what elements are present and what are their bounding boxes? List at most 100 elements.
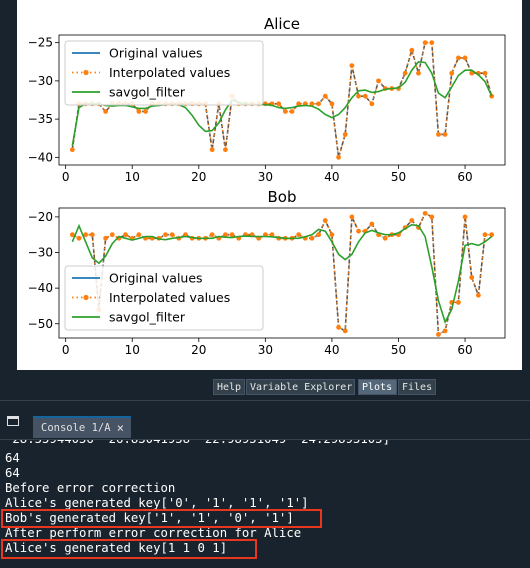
console-line: 64 [5,466,20,480]
data-point-interpolated [475,292,481,298]
data-point-interpolated [309,101,315,107]
data-point-interpolated [482,232,488,238]
data-point-interpolated [229,232,235,238]
x-tick-label: 10 [125,170,140,184]
y-tick-label: −30 [28,74,53,88]
console-line: 64 [5,451,20,465]
data-point-interpolated [89,232,95,238]
data-point-interpolated [163,232,168,238]
data-point-interpolated [136,109,142,114]
pane-tab-bar: Help Variable Explorer Plots Files [0,377,530,397]
data-point-interpolated [83,232,89,238]
data-point-interpolated [103,235,108,241]
chart-alice: Alice 0 10 20 30 40 50 60 −25 −30 −35 −40 Original v… [28,15,506,184]
data-point-interpolated [442,328,448,334]
console-line: -28.55944056 -26.83041958 -22.98951049 -… [5,439,390,446]
console-line: Alice's generated key['0', '1', '1', '1'… [5,496,309,510]
console-output[interactable]: -28.55944056 -26.83041958 -22.98951049 -… [0,439,530,568]
y-tick-label: −20 [28,210,53,224]
legend-label: Interpolated values [109,65,230,80]
data-point-interpolated [109,232,115,238]
data-point-interpolated [349,63,355,68]
data-point-interpolated [429,214,435,220]
data-point-interpolated [136,232,142,238]
legend-label: savgol_filter [109,310,186,325]
chart-title: Alice [264,15,300,33]
data-point-interpolated [442,132,448,137]
data-point-interpolated [322,218,328,223]
data-point-interpolated [276,101,282,107]
data-point-interpolated [376,78,381,84]
console-tab[interactable]: Console 1/A × [33,416,131,438]
tab-files[interactable]: Files [398,379,436,395]
data-point-interpolated [449,70,455,76]
console-line: After perform error correction for Alice [5,526,302,540]
data-point-interpolated [296,232,302,238]
x-tick-label: 20 [191,343,206,357]
highlight-box-alice-key [1,539,257,559]
data-point-interpolated [422,40,428,46]
legend-label: Interpolated values [109,290,230,305]
data-point-interpolated [356,228,361,234]
close-icon[interactable]: × [116,421,124,435]
data-point-interpolated [489,232,495,238]
console-line: Before error correction [5,481,176,495]
data-point-interpolated [342,328,348,334]
data-point-interpolated [482,70,488,76]
plots-pane: Alice 0 10 20 30 40 50 60 −25 −30 −35 −40 Original v… [17,0,522,370]
tab-plots[interactable]: Plots [358,379,397,395]
data-point-interpolated [282,109,288,114]
data-point-interpolated [342,132,348,137]
data-point-interpolated [402,70,408,76]
y-tick-label: −25 [28,36,53,50]
data-point-interpolated [209,147,215,153]
x-tick-label: 10 [125,343,140,357]
console-line-bob-key: Bob's generated key['1', '1', '0', '1'] [5,511,294,525]
highlight-box-bob-key [1,509,322,528]
data-point-interpolated [76,235,82,241]
data-point-interpolated [123,232,128,238]
data-point-interpolated [209,232,215,238]
legend-label: savgol_filter [109,85,186,100]
series-line-savgol [71,60,493,147]
window-options-icon[interactable] [7,416,19,426]
x-tick-label: 50 [391,170,406,184]
data-point-interpolated [469,275,475,280]
console-pane: Console 1/A × -28.55944056 -26.83041958 … [0,400,530,568]
y-tick-label: −40 [28,281,53,295]
figure-svg: Alice 0 10 20 30 40 50 60 −25 −30 −35 −40 Original v… [28,15,506,357]
data-point-interpolated [462,214,468,220]
legend-marker [83,294,89,301]
series-line-interpolated [71,41,493,158]
tab-help[interactable]: Help [213,379,245,395]
y-tick-label: −40 [28,150,53,164]
data-point-interpolated [143,109,148,114]
data-point-interpolated [422,210,428,216]
data-point-interpolated [369,221,375,227]
console-header: Console 1/A × [0,401,530,439]
x-tick-label: 40 [324,343,339,357]
y-tick-label: −50 [28,317,53,331]
data-point-interpolated [382,235,388,241]
console-tab-label: Console 1/A [41,422,111,434]
data-point-interpolated [336,324,341,330]
data-point-interpolated [329,101,335,107]
series-line-savgol [71,223,493,325]
data-point-interpolated [469,70,475,76]
data-point-interpolated [309,235,315,241]
data-point-interpolated [103,109,108,114]
chart-title: Bob [268,188,297,206]
data-point-interpolated [269,232,275,238]
legend-marker [83,69,89,76]
data-point-interpolated [336,154,341,160]
data-point-interpolated [69,232,75,238]
legend-label: Original values [109,46,203,61]
data-point-interpolated [223,147,228,153]
data-point-interpolated [436,332,441,337]
tab-variable-explorer[interactable]: Variable Explorer [246,379,355,395]
x-tick-label: 50 [391,343,406,357]
plot-canvas: Alice 0 10 20 30 40 50 60 −25 −30 −35 −40 Original v… [17,0,522,370]
data-point-interpolated [316,232,322,238]
data-point-interpolated [316,101,322,107]
data-point-interpolated [456,55,461,61]
